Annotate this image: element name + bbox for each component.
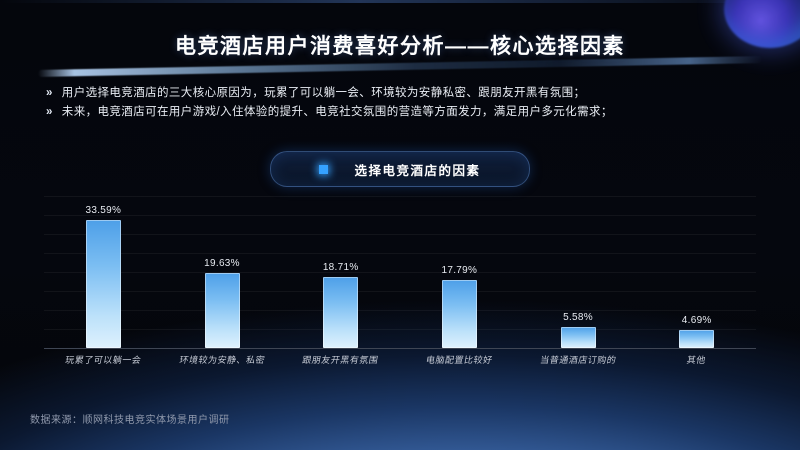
bullet-text: 未来，电竞酒店可在用户游戏/入住体验的提升、电竞社交氛围的营造等方面发力，满足用… [61, 106, 613, 118]
bar [85, 220, 121, 348]
data-source-note: 数据来源：顺网科技电竞实体场景用户调研 [30, 415, 230, 426]
bar-column: 17.79% [400, 196, 519, 348]
bar-value-label: 5.58% [563, 311, 593, 323]
bar-value-label: 33.59% [85, 205, 122, 217]
bar-chart: 33.59% 19.63% 18.71% 17.79% 5.58% 4.69% [44, 196, 756, 349]
x-axis-label: 玩累了可以躺一会 [64, 355, 143, 365]
chart-header-pill: 选择电竞酒店的因素 [270, 151, 530, 187]
x-axis-label: 当普通酒店订购的 [539, 355, 617, 365]
summary-bullets: » 用户选择电竞酒店的三大核心原因为，玩累了可以躺一会、环境较为安静私密、跟朋友… [46, 84, 764, 122]
bullet-item: » 未来，电竞酒店可在用户游戏/入住体验的提升、电竞社交氛围的营造等方面发力，满… [46, 103, 764, 122]
bar-column: 4.69% [637, 196, 756, 348]
x-axis-labels: 玩累了可以躺一会 环境较为安静、私密 跟朋友开黑有氛围 电脑配置比较好 当普通酒店订购的… [44, 353, 756, 366]
page-title: 电竞酒店用户消费喜好分析——核心选择因素 [175, 35, 625, 58]
bar-chart-columns: 33.59% 19.63% 18.71% 17.79% 5.58% 4.69% [44, 196, 756, 348]
x-axis-label: 环境较为安静、私密 [178, 355, 266, 365]
chart-title: 选择电竞酒店的因素 [354, 163, 481, 178]
square-glow-icon [319, 164, 329, 174]
bar-column: 5.58% [519, 196, 638, 348]
bar-column: 33.59% [44, 196, 163, 348]
bar-value-label: 19.63% [204, 258, 240, 270]
bar [679, 330, 715, 348]
bar [323, 276, 359, 348]
chevron-right-icon: » [46, 87, 53, 99]
x-axis-label: 电脑配置比较好 [425, 355, 494, 365]
chevron-right-icon: » [46, 106, 53, 118]
x-axis-label: 其他 [686, 355, 707, 365]
bar [204, 273, 240, 348]
x-axis-label: 跟朋友开黑有氛围 [301, 355, 380, 365]
bar [560, 326, 596, 348]
bullet-item: » 用户选择电竞酒店的三大核心原因为，玩累了可以躺一会、环境较为安静私密、跟朋友… [46, 84, 764, 103]
bar-value-label: 17.79% [441, 265, 478, 277]
bar [441, 280, 477, 348]
bullet-text: 用户选择电竞酒店的三大核心原因为，玩累了可以躺一会、环境较为安静私密、跟朋友开黑… [61, 87, 586, 99]
bar-value-label: 18.71% [322, 261, 359, 273]
top-edge-glow [0, 0, 800, 3]
bar-column: 19.63% [163, 196, 282, 348]
bar-column: 18.71% [281, 196, 400, 348]
bar-value-label: 4.69% [681, 315, 712, 327]
